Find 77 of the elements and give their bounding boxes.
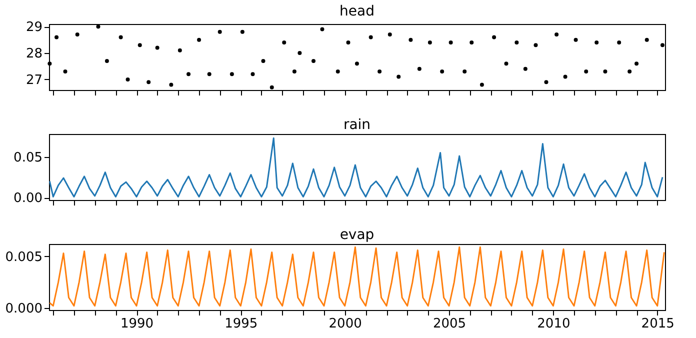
point	[660, 43, 664, 48]
point	[96, 24, 100, 29]
chart-title: head	[340, 4, 374, 20]
point	[388, 32, 392, 37]
point	[138, 43, 142, 48]
point	[544, 80, 548, 84]
x-tick-label: 2010	[537, 316, 570, 332]
point	[178, 48, 182, 52]
point	[523, 66, 528, 71]
y-tick-label: 29	[26, 20, 42, 36]
point	[197, 38, 202, 42]
point	[417, 66, 422, 71]
point	[368, 35, 373, 40]
point	[270, 85, 274, 90]
y-tick-label: 27	[26, 72, 42, 88]
point	[320, 27, 324, 32]
point	[554, 32, 559, 37]
point	[186, 72, 191, 76]
x-tick-label: 2015	[641, 316, 674, 332]
point	[470, 40, 474, 44]
point	[298, 51, 302, 56]
point	[462, 70, 467, 74]
point	[634, 62, 639, 66]
point	[54, 35, 59, 40]
point	[628, 70, 632, 74]
point	[261, 58, 266, 63]
x-tick-label: 1990	[120, 316, 154, 332]
point	[514, 40, 519, 44]
point	[574, 38, 578, 42]
point	[118, 35, 123, 40]
point	[584, 70, 588, 74]
point	[492, 35, 496, 40]
point	[480, 82, 484, 87]
point	[75, 32, 80, 37]
point	[63, 70, 68, 74]
point	[240, 30, 244, 34]
chart-title: evap	[340, 227, 374, 243]
point	[563, 74, 568, 79]
point	[354, 62, 359, 66]
point	[378, 70, 382, 74]
point	[346, 40, 350, 44]
y-tick-label: 0.00	[14, 191, 42, 206]
x-tick-label: 2000	[328, 316, 362, 332]
point	[218, 30, 222, 34]
point	[440, 70, 444, 74]
point	[644, 38, 649, 42]
x-tick-label: 2005	[432, 316, 466, 332]
point	[336, 70, 340, 74]
y-tick-label: 0.000	[5, 301, 42, 316]
line-series	[48, 137, 664, 198]
point	[448, 40, 453, 44]
point	[155, 46, 160, 50]
y-tick-label: 0.05	[14, 150, 42, 166]
point	[594, 40, 599, 44]
point	[603, 70, 608, 74]
point	[48, 62, 52, 66]
y-tick-label: 0.005	[5, 250, 42, 265]
x-tick-label: 1995	[224, 316, 258, 332]
y-tick-label: 28	[26, 46, 42, 62]
point	[126, 77, 130, 82]
point	[169, 82, 174, 87]
point	[230, 72, 234, 76]
point	[396, 74, 401, 79]
chart-title: rain	[343, 117, 371, 133]
point	[292, 70, 296, 74]
point	[282, 40, 286, 44]
point	[146, 80, 151, 84]
point	[312, 58, 316, 63]
line-series	[48, 246, 665, 307]
point	[104, 58, 109, 63]
point	[408, 38, 413, 42]
point	[250, 72, 255, 76]
point	[617, 40, 622, 44]
point	[428, 40, 432, 44]
point	[534, 43, 538, 48]
point	[207, 72, 212, 76]
point	[504, 62, 508, 66]
